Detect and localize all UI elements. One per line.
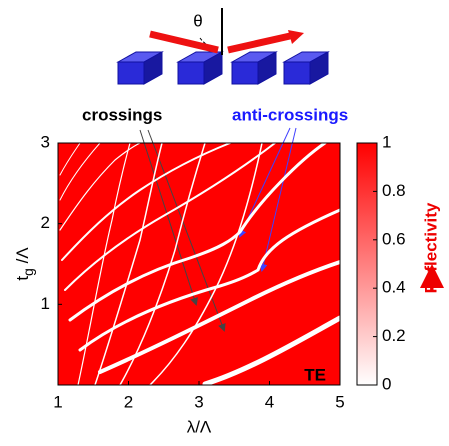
angle-label: θ xyxy=(193,11,202,30)
annotation: crossings xyxy=(82,105,162,124)
y-axis-label: tg /Λ xyxy=(13,247,35,281)
x-axis-label: λ/Λ xyxy=(187,417,212,436)
y-tick-label: 3 xyxy=(41,132,50,151)
page: {"chart_data": {"type": "heatmap", "xlab… xyxy=(0,0,449,446)
y-label-sub: g xyxy=(20,268,36,276)
x-tick-label: 3 xyxy=(194,392,203,411)
y-tick-label: 1 xyxy=(41,294,50,313)
colorbar-tick-label: 0.8 xyxy=(382,181,406,200)
colorbar-tick-label: 0.2 xyxy=(382,326,406,345)
colorbar: 0 0.2 0.4 0.6 0.8 1 xyxy=(357,132,406,393)
x-tick-label: 5 xyxy=(335,392,344,411)
annotation: anti-crossings xyxy=(232,105,348,124)
figure: θ crossings anti-crossings TE λ/Λ tg /Λ … xyxy=(0,0,449,446)
mode-label: TE xyxy=(304,365,326,384)
x-tick-label: 2 xyxy=(124,392,133,411)
colorbar-gradient xyxy=(357,143,377,385)
colorbar-tick-label: 0.4 xyxy=(382,278,406,297)
x-tick-label: 1 xyxy=(53,392,62,411)
colorbar-tick-label: 0 xyxy=(382,374,391,393)
schematic xyxy=(118,8,328,84)
colorbar-tick-label: 1 xyxy=(382,132,391,151)
y-tick-label: 2 xyxy=(41,213,50,232)
colorbar-tick-label: 0.6 xyxy=(382,229,406,248)
x-tick-label: 4 xyxy=(265,392,274,411)
y-label-rest: /Λ xyxy=(13,247,32,268)
